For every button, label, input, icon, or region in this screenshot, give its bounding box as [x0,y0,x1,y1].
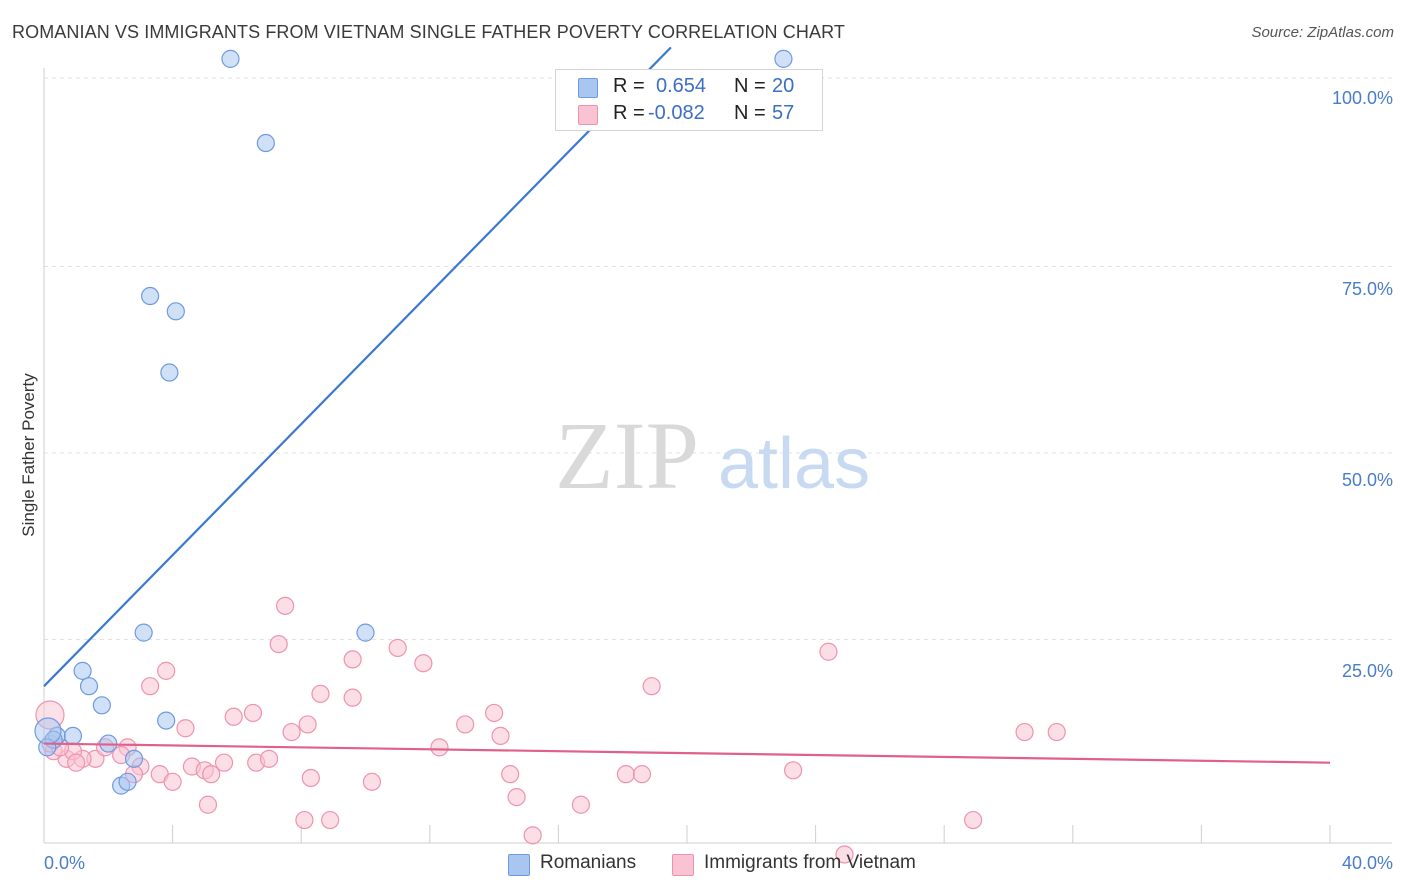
bottom-legend-swatch-vietnam [672,854,694,876]
watermark: ZIP atlas [555,402,870,509]
point-vietnam [343,688,362,707]
point-vietnam [67,753,86,772]
legend-r-value: 0.654 [656,75,707,97]
point-vietnam [282,722,301,742]
point-vietnam [321,810,340,830]
legend-n-label: N = [734,102,766,124]
legend-row-vietnam: R = -0.082 N = 57 [556,101,822,127]
point-romanians [221,49,240,68]
point-romanians [92,696,111,715]
y-tick-label: 100.0% [1332,88,1393,108]
point-vietnam [298,715,317,734]
point-vietnam [362,772,382,791]
point-vietnam [819,642,838,661]
point-vietnam [485,703,504,723]
legend-n-value: 57 [772,102,795,124]
point-vietnam [276,596,295,615]
grid-lines [44,77,1392,640]
point-vietnam [176,719,195,738]
point-vietnam [214,753,234,772]
point-romanians [124,749,144,768]
y-tick-label: 50.0% [1342,470,1393,490]
x-tick-label-min: 0.0% [44,853,85,873]
point-vietnam [140,677,160,696]
point-romanians [118,772,137,791]
point-romanians [160,363,179,382]
bottom-legend-label-romanians: Romanians [540,852,637,873]
point-vietnam [783,761,803,780]
point-vietnam [259,749,279,768]
point-romanians [140,286,160,306]
point-vietnam [616,765,636,784]
y-tick-labels: 100.0% 75.0% 50.0% 25.0% [1332,88,1393,681]
point-romanians [63,726,83,746]
point-vietnam [388,638,407,658]
series-vietnam-points [35,596,1066,864]
legend-r-label: R = [613,75,645,97]
series-romanians-points [34,49,793,795]
point-vietnam [343,650,362,669]
point-vietnam [163,772,182,791]
point-vietnam [632,765,652,784]
point-vietnam [198,795,218,814]
trend-lines [43,46,1331,764]
point-romanians [73,661,92,680]
point-romanians [79,677,99,696]
point-vietnam [311,684,330,703]
y-tick-label: 75.0% [1342,279,1393,299]
point-vietnam [501,765,520,784]
point-vietnam [301,768,320,788]
legend-n-value: 20 [772,75,795,97]
legend-swatch-romanians [578,78,598,98]
point-vietnam [202,765,221,784]
point-vietnam [964,810,983,830]
point-vietnam [269,634,288,654]
source-label: Source: ZipAtlas.com [1251,24,1394,41]
point-romanians [157,711,176,730]
point-vietnam [430,738,449,757]
point-vietnam [1015,722,1034,742]
point-vietnam [295,810,314,830]
legend-n-label: N = [734,75,766,97]
point-vietnam [835,845,854,864]
legend-r-value: -0.082 [648,102,705,124]
point-vietnam [224,707,243,726]
y-axis-label: Single Father Poverty [19,373,38,537]
point-vietnam [571,795,591,814]
point-vietnam [491,726,510,746]
bottom-legend-swatch-romanians [508,854,530,876]
point-vietnam [642,677,661,696]
point-romanians [166,302,185,321]
point-vietnam [507,787,526,807]
point-romanians [356,623,375,642]
point-vietnam [1047,722,1066,742]
chart-title: ROMANIAN VS IMMIGRANTS FROM VIETNAM SING… [12,22,845,42]
trend-line-romanians [43,46,672,687]
point-vietnam [414,654,433,673]
trend-line-vietnam [43,742,1331,764]
point-romanians [134,623,153,642]
point-romanians [774,49,793,68]
point-romanians-cluster [34,717,62,745]
point-romanians [256,133,275,153]
bottom-legend-label-vietnam: Immigrants from Vietnam [704,852,916,873]
y-tick-label: 25.0% [1342,661,1393,681]
legend-row-romanians: R = 0.654 N = 20 [556,74,822,100]
legend-r-label: R = [613,102,645,124]
watermark-atlas: atlas [718,424,870,504]
point-vietnam [523,826,542,845]
point-vietnam [243,703,263,723]
legend-swatch-vietnam [578,105,598,125]
point-vietnam [157,661,176,680]
watermark-zip: ZIP [555,402,699,509]
x-tick-label-max: 40.0% [1342,853,1393,873]
point-vietnam [456,715,475,734]
correlation-legend: R = 0.654 N = 20 R = -0.082 N = 57 [555,69,823,131]
